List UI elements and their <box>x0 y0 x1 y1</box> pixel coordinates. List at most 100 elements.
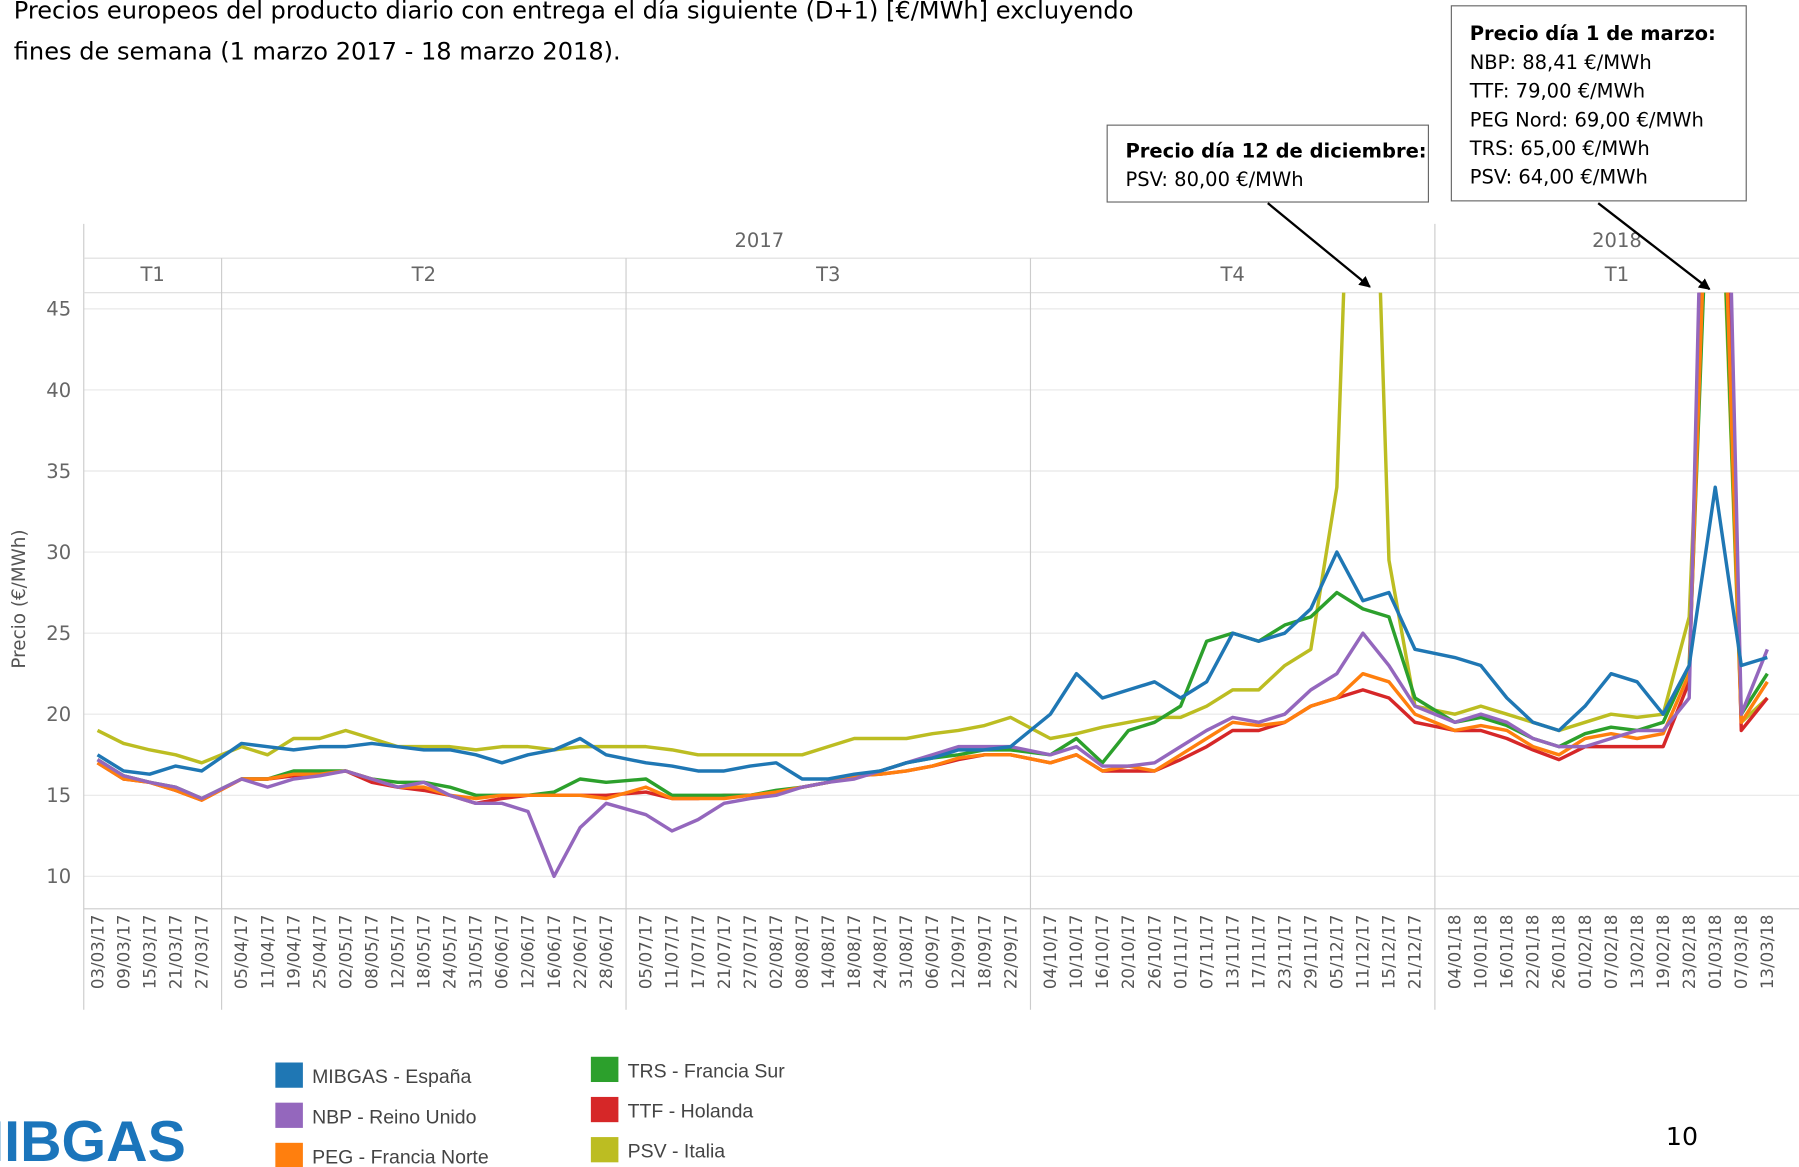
x-tick-label: 26/01/18 <box>1550 915 1569 990</box>
x-tick-label: 06/09/17 <box>923 915 942 990</box>
annotation-text: Precio día 1 de marzo: <box>1470 22 1716 45</box>
legend-swatch <box>275 1062 303 1088</box>
x-tick-label: 08/05/17 <box>362 915 381 990</box>
x-tick-label: 12/06/17 <box>519 915 538 990</box>
x-tick-label: 16/06/17 <box>545 915 564 990</box>
annotation-box <box>1106 124 1429 203</box>
x-tick-label: 27/07/17 <box>741 915 760 990</box>
page-number: 10 <box>1666 1122 1698 1151</box>
annotation-text: TRS: 65,00 €/MWh <box>1469 137 1650 160</box>
x-tick-label: 15/03/17 <box>140 915 159 990</box>
x-tick-label: 05/07/17 <box>637 915 656 990</box>
quarter-label: T4 <box>1220 263 1245 286</box>
x-tick-label: 05/04/17 <box>232 915 251 990</box>
x-tick-label: 31/05/17 <box>467 915 486 990</box>
plot-area: 10 15 20 25 30 35 40 45 T1 T2 T3 T4 T1 2017 2018 03/03/… <box>46 223 1799 1167</box>
x-tick-label: 21/12/17 <box>1406 915 1425 990</box>
legend-label: TTF - Holanda <box>628 1101 754 1123</box>
x-tick-label: 11/07/17 <box>663 915 682 990</box>
x-tick-label: 13/11/17 <box>1223 915 1242 990</box>
year-label: 2017 <box>735 229 785 252</box>
series-line <box>96 485 1768 781</box>
x-tick-label: 24/08/17 <box>871 915 890 990</box>
x-tick-label: 28/06/17 <box>597 915 616 990</box>
x-tick-label: 20/10/17 <box>1119 915 1138 990</box>
y-tick-label: 20 <box>46 703 71 726</box>
legend-label: TRS - Francia Sur <box>628 1060 786 1082</box>
annotation-text: TTF: 79,00 €/MWh <box>1469 80 1645 103</box>
year-label: 2018 <box>1592 229 1642 252</box>
quarter-label: T1 <box>1604 263 1629 286</box>
x-tick-label: 05/12/17 <box>1328 915 1347 990</box>
x-tick-label: 12/05/17 <box>389 915 408 990</box>
x-tick-label: 02/05/17 <box>336 915 355 990</box>
series-line <box>96 292 1769 879</box>
y-tick-label: 10 <box>46 865 71 888</box>
x-tick-label: 17/11/17 <box>1249 915 1268 990</box>
legend-swatch <box>590 1137 619 1163</box>
x-tick-label: 26/10/17 <box>1145 915 1164 990</box>
x-tick-label: 27/03/17 <box>192 915 211 990</box>
x-tick-label: 25/04/17 <box>310 915 329 990</box>
y-tick-label: 25 <box>46 622 71 645</box>
annotation-text: Precio día 12 de diciembre: <box>1126 139 1427 162</box>
x-tick-label: 18/09/17 <box>975 915 994 990</box>
x-tick-label: 01/11/17 <box>1171 915 1190 990</box>
y-tick-label: 30 <box>46 541 71 564</box>
y-tick-label: 45 <box>46 298 71 321</box>
annotation-arrow <box>1267 202 1371 288</box>
quarter-label: T1 <box>140 263 165 286</box>
y-axis-label: Precio (€/MWh) <box>9 529 30 668</box>
x-tick-label: 03/03/17 <box>88 915 107 990</box>
title: fines de semana (1 marzo 2017 - 18 marzo… <box>14 38 621 66</box>
x-tick-label: 07/11/17 <box>1197 915 1216 990</box>
y-tick-label: 35 <box>46 460 71 483</box>
x-tick-label: 11/04/17 <box>258 915 277 990</box>
annotation-text: PSV: 80,00 €/MWh <box>1126 168 1304 191</box>
series-line <box>96 292 1769 765</box>
legend-swatch <box>275 1102 303 1128</box>
y-tick-label: 15 <box>46 784 71 807</box>
x-tick-label: 29/11/17 <box>1302 915 1321 990</box>
series-group <box>96 292 1769 879</box>
x-tick-label: 08/08/17 <box>793 915 812 990</box>
legend-label: PSV - Italia <box>628 1141 726 1163</box>
legend-label: NBP - Reino Unido <box>312 1106 477 1128</box>
x-tick-label: 18/05/17 <box>415 915 434 990</box>
x-tick-label: 19/02/18 <box>1654 915 1673 990</box>
x-tick-label: 09/03/17 <box>114 915 133 990</box>
x-tick-label: 22/01/18 <box>1524 915 1543 990</box>
legend-swatch <box>590 1056 619 1083</box>
x-tick-label: 21/03/17 <box>166 915 185 990</box>
legend-label: MIBGAS - España <box>312 1066 471 1088</box>
x-tick-label: 10/10/17 <box>1067 915 1086 990</box>
title: Precios europeos del producto diario con… <box>14 0 1134 24</box>
x-tick-label: 07/02/18 <box>1602 915 1621 990</box>
legend-label: PEG - Francia Norte <box>312 1146 489 1167</box>
x-tick-label: 04/01/18 <box>1446 915 1465 990</box>
quarter-label: T2 <box>411 263 436 286</box>
quarter-label: T3 <box>815 263 840 286</box>
x-tick-label: 15/12/17 <box>1380 915 1399 990</box>
y-tick-label: 40 <box>46 379 71 402</box>
x-tick-label: 23/02/18 <box>1680 915 1699 990</box>
logo: MIBGAS <box>0 1110 186 1167</box>
annotation-text: NBP: 88,41 €/MWh <box>1470 51 1652 74</box>
annotation-arrow <box>1597 202 1711 291</box>
x-tick-label: 13/03/18 <box>1758 915 1777 990</box>
x-tick-label: 17/07/17 <box>689 915 708 990</box>
x-tick-label: 06/06/17 <box>493 915 512 990</box>
x-tick-label: 22/09/17 <box>1001 915 1020 990</box>
x-tick-label: 16/10/17 <box>1093 915 1112 990</box>
x-tick-label: 24/05/17 <box>441 915 460 990</box>
annotation-text: PSV: 64,00 €/MWh <box>1470 166 1648 189</box>
x-tick-label: 22/06/17 <box>571 915 590 990</box>
x-tick-label: 18/08/17 <box>845 915 864 990</box>
legend-swatch <box>275 1142 303 1167</box>
x-tick-label: 07/03/18 <box>1732 915 1751 990</box>
x-tick-label: 31/08/17 <box>897 915 916 990</box>
x-tick-label: 01/02/18 <box>1576 915 1595 990</box>
annotation-text: PEG Nord: 69,00 €/MWh <box>1470 108 1704 131</box>
annotation-box <box>1450 5 1747 202</box>
